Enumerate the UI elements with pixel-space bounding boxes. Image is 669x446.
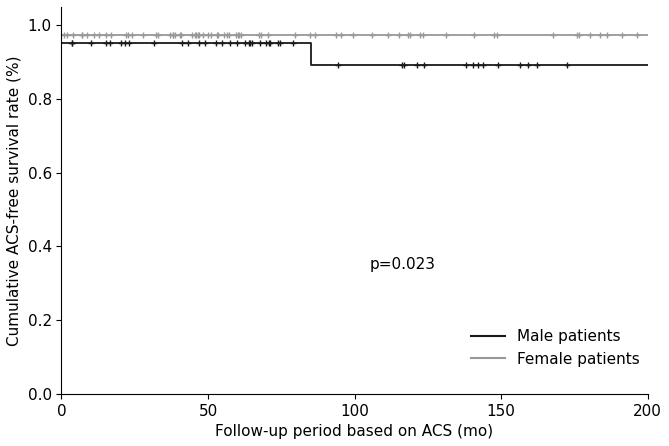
Y-axis label: Cumulative ACS-free survival rate (%): Cumulative ACS-free survival rate (%): [7, 55, 22, 346]
X-axis label: Follow-up period based on ACS (mo): Follow-up period based on ACS (mo): [215, 424, 494, 439]
Legend: Male patients, Female patients: Male patients, Female patients: [472, 329, 640, 367]
Text: p=0.023: p=0.023: [369, 257, 436, 273]
